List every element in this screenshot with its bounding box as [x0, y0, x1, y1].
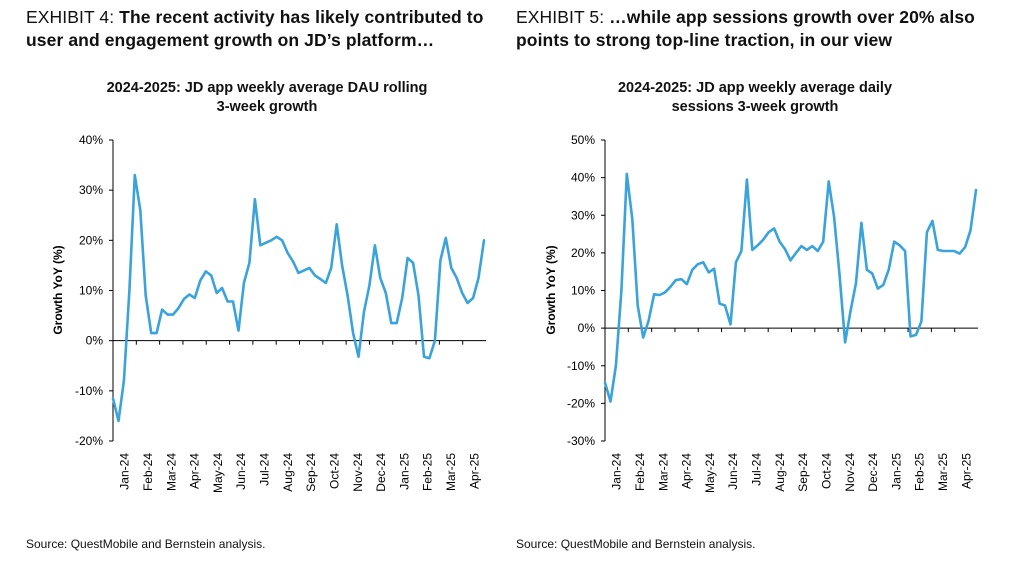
exhibit-4-label: EXHIBIT 4:	[26, 7, 120, 27]
exhibit-5-label: EXHIBIT 5:	[516, 7, 610, 27]
y-tick-label: 50%	[571, 133, 595, 147]
exhibit-5-header: EXHIBIT 5: …while app sessions growth ov…	[516, 6, 1006, 52]
x-tick-label: Jun-24	[726, 453, 740, 490]
x-tick-label: Apr-25	[959, 453, 973, 489]
y-tick-label: 0%	[578, 321, 596, 335]
chart-2-title: 2024-2025: JD app weekly average daily s…	[545, 79, 965, 117]
x-tick-label: Jan-24	[610, 453, 624, 490]
x-tick-label: Feb-25	[913, 453, 927, 491]
y-tick-label: -10%	[567, 359, 595, 373]
y-tick-label: 10%	[79, 284, 103, 298]
x-tick-label: Aug-24	[281, 453, 295, 492]
x-tick-label: Mar-24	[656, 453, 670, 491]
y-tick-label: -10%	[75, 384, 103, 398]
y-tick-label: 20%	[571, 246, 595, 260]
y-tick-label: 0%	[86, 334, 104, 348]
y-tick-label: 20%	[79, 233, 103, 247]
x-tick-label: May-24	[211, 453, 225, 493]
y-tick-label: 30%	[79, 183, 103, 197]
x-tick-label: Dec-24	[374, 453, 388, 492]
exhibit-4-headline-line1: The recent activity has likely contribut…	[119, 7, 484, 27]
y-tick-label: 40%	[79, 133, 103, 147]
exhibit-5-headline-line1: …while app sessions growth over 20% also	[609, 7, 975, 27]
y-tick-label: -20%	[75, 434, 103, 448]
x-tick-label: Nov-24	[351, 453, 365, 492]
x-tick-label: Feb-25	[421, 453, 435, 491]
y-tick-label: 30%	[571, 208, 595, 222]
x-tick-label: Oct-24	[327, 453, 341, 489]
x-tick-label: Sep-24	[304, 453, 318, 492]
x-tick-label: Oct-24	[819, 453, 833, 489]
chart-1-title-line1: 2024-2025: JD app weekly average DAU rol…	[106, 80, 428, 96]
chart-1-title-line2: 3-week growth	[216, 99, 318, 115]
x-tick-label: Sep-24	[796, 453, 810, 492]
exhibit-4-headline: EXHIBIT 4: The recent activity has likel…	[26, 6, 516, 29]
chart-2: -30% -20% -10% 0% 10% 20% 30% 40% 50% Jan-24 Feb-2…	[544, 133, 978, 493]
x-tick-label: Apr-24	[188, 453, 202, 489]
x-tick-label: Nov-24	[843, 453, 857, 492]
x-tick-label: Apr-24	[680, 453, 694, 489]
chart-2-title-line1: 2024-2025: JD app weekly average daily	[617, 80, 893, 96]
x-tick-label: Dec-24	[866, 453, 880, 492]
x-tick-label: Jan-24	[118, 453, 132, 490]
chart-2-title-line2: sessions 3-week growth	[671, 99, 839, 115]
chart-1-y-axis-label: Growth YoY (%)	[51, 245, 65, 334]
chart-1-title: 2024-2025: JD app weekly average DAU rol…	[57, 79, 477, 117]
y-tick-label: 40%	[571, 171, 595, 185]
x-tick-label: Jan-25	[397, 453, 411, 490]
x-tick-label: Mar-25	[936, 453, 950, 491]
chart-2-y-axis-label: Growth YoY (%)	[544, 245, 558, 334]
exhibit-5-headline: EXHIBIT 5: …while app sessions growth ov…	[516, 6, 1006, 29]
exhibit-5-headline-line2: points to strong top-line traction, in o…	[516, 30, 893, 50]
exhibit-4-headline-line2: user and engagement growth on JD’s platf…	[26, 30, 435, 50]
chart-2-series-line	[603, 172, 978, 403]
x-tick-label: Feb-24	[633, 453, 647, 491]
exhibit-4-header: EXHIBIT 4: The recent activity has likel…	[26, 6, 516, 52]
x-tick-label: Jul-24	[750, 453, 764, 486]
x-tick-label: Aug-24	[773, 453, 787, 492]
x-tick-label: Mar-24	[164, 453, 178, 491]
chart-1-series-line	[111, 173, 486, 423]
x-tick-label: Jul-24	[258, 453, 272, 486]
y-tick-label: -20%	[567, 396, 595, 410]
y-tick-label: 10%	[571, 284, 595, 298]
chart-1: -20% -10% 0% 10% 20% 30% 40% Jan-24 Feb-24 Mar-24…	[51, 133, 486, 493]
x-tick-label: Feb-24	[141, 453, 155, 491]
exhibit-4-source: Source: QuestMobile and Bernstein analys…	[26, 537, 266, 551]
x-tick-label: Mar-25	[444, 453, 458, 491]
y-tick-label: -30%	[567, 434, 595, 448]
exhibit-5-source: Source: QuestMobile and Bernstein analys…	[516, 537, 756, 551]
x-tick-label: Jun-24	[234, 453, 248, 490]
x-tick-label: Jan-25	[889, 453, 903, 490]
x-tick-label: Apr-25	[467, 453, 481, 489]
x-tick-label: May-24	[703, 453, 717, 493]
